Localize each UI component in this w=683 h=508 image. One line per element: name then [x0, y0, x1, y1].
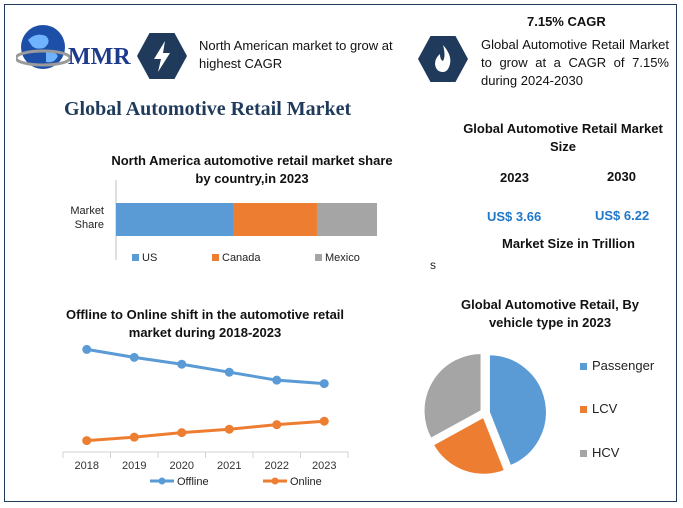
global-growth-text: Global Automotive Retail Market to grow … — [481, 37, 669, 88]
legend-label-mexico: Mexico — [325, 252, 360, 264]
pie-slice-passenger — [487, 353, 548, 468]
line-x-tick-label: 2019 — [122, 460, 146, 472]
series-line-online — [86, 419, 325, 443]
data-point-online — [224, 424, 234, 434]
pie-slice-hcv — [422, 351, 483, 441]
market-size-title: Global Automotive Retail Market Size — [463, 121, 663, 154]
line-x-tick-label: 2020 — [170, 460, 194, 472]
line-x-tick-label: 2018 — [75, 460, 99, 472]
legend-label-lcv: LCV — [592, 401, 618, 416]
bar-category-label-line: Market — [70, 205, 104, 217]
data-point-online — [272, 420, 282, 430]
brand-logo-text: MMR — [68, 44, 131, 70]
legend-swatch-hcv — [580, 450, 587, 457]
legend-label-canada: Canada — [222, 252, 261, 264]
data-point-online — [177, 428, 187, 438]
legend-swatch-lcv — [580, 406, 587, 413]
cagr-title: 7.15% CAGR — [527, 14, 606, 29]
year-2023-label: 2023 — [500, 170, 529, 185]
year-2030-label: 2030 — [607, 169, 636, 184]
bar-category-label-line: Share — [75, 219, 104, 231]
line-chart-title: Offline to Online shift in the automotiv… — [65, 307, 345, 340]
data-point-online — [129, 432, 139, 442]
legend-swatch-canada — [212, 254, 219, 261]
value-2023: US$ 3.66 — [487, 209, 542, 224]
data-point-offline — [224, 367, 234, 377]
globe-icon — [14, 20, 74, 78]
legend-label-hcv: HCV — [592, 445, 620, 460]
na-growth-text: North American market to grow at highest… — [199, 38, 393, 71]
legend-swatch-mexico — [315, 254, 322, 261]
bar-chart-title: North America automotive retail market s… — [111, 153, 393, 186]
legend-label-online: Online — [290, 476, 322, 488]
data-point-offline — [319, 379, 329, 389]
market-size-unit: Market Size in Trillion — [502, 236, 635, 251]
series-line-offline — [86, 347, 325, 386]
pie-chart: Passenger LCV HCV — [422, 351, 655, 476]
value-2030: US$ 6.22 — [595, 208, 650, 223]
line-x-tick-label: 2022 — [265, 460, 289, 472]
pie-slice-lcv — [431, 415, 507, 476]
data-point-offline — [82, 344, 92, 354]
stacked-bar-chart: Market Share US Canada Mexico — [70, 180, 377, 264]
data-point-offline — [177, 359, 187, 369]
legend-swatch-passenger — [580, 363, 587, 370]
bar-category-label: Market Share — [70, 205, 104, 231]
flame-icon — [418, 36, 468, 82]
pie-chart-title: Global Automotive Retail, By vehicle typ… — [461, 297, 639, 330]
legend-swatch-us — [132, 254, 139, 261]
legend-marker-offline — [158, 477, 166, 485]
line-x-tick-label: 2023 — [312, 460, 336, 472]
legend-marker-online — [271, 477, 279, 485]
line-x-tick-label: 2021 — [217, 460, 241, 472]
legend-label-us: US — [142, 252, 157, 264]
stray-character: s — [430, 258, 436, 272]
data-point-online — [82, 436, 92, 446]
infographic-frame — [4, 4, 677, 502]
bar-segment-us — [116, 203, 234, 236]
legend-label-offline: Offline — [177, 476, 209, 488]
page-title: Global Automotive Retail Market — [64, 98, 352, 120]
legend-label-passenger: Passenger — [592, 358, 655, 373]
data-point-offline — [129, 352, 139, 362]
line-chart: 2018 2019 2020 2021 2022 2023 Offline Online — [62, 344, 349, 488]
data-point-offline — [272, 375, 282, 385]
bar-segment-canada — [233, 203, 317, 236]
bar-segment-mexico — [316, 203, 377, 236]
data-point-online — [319, 416, 329, 426]
